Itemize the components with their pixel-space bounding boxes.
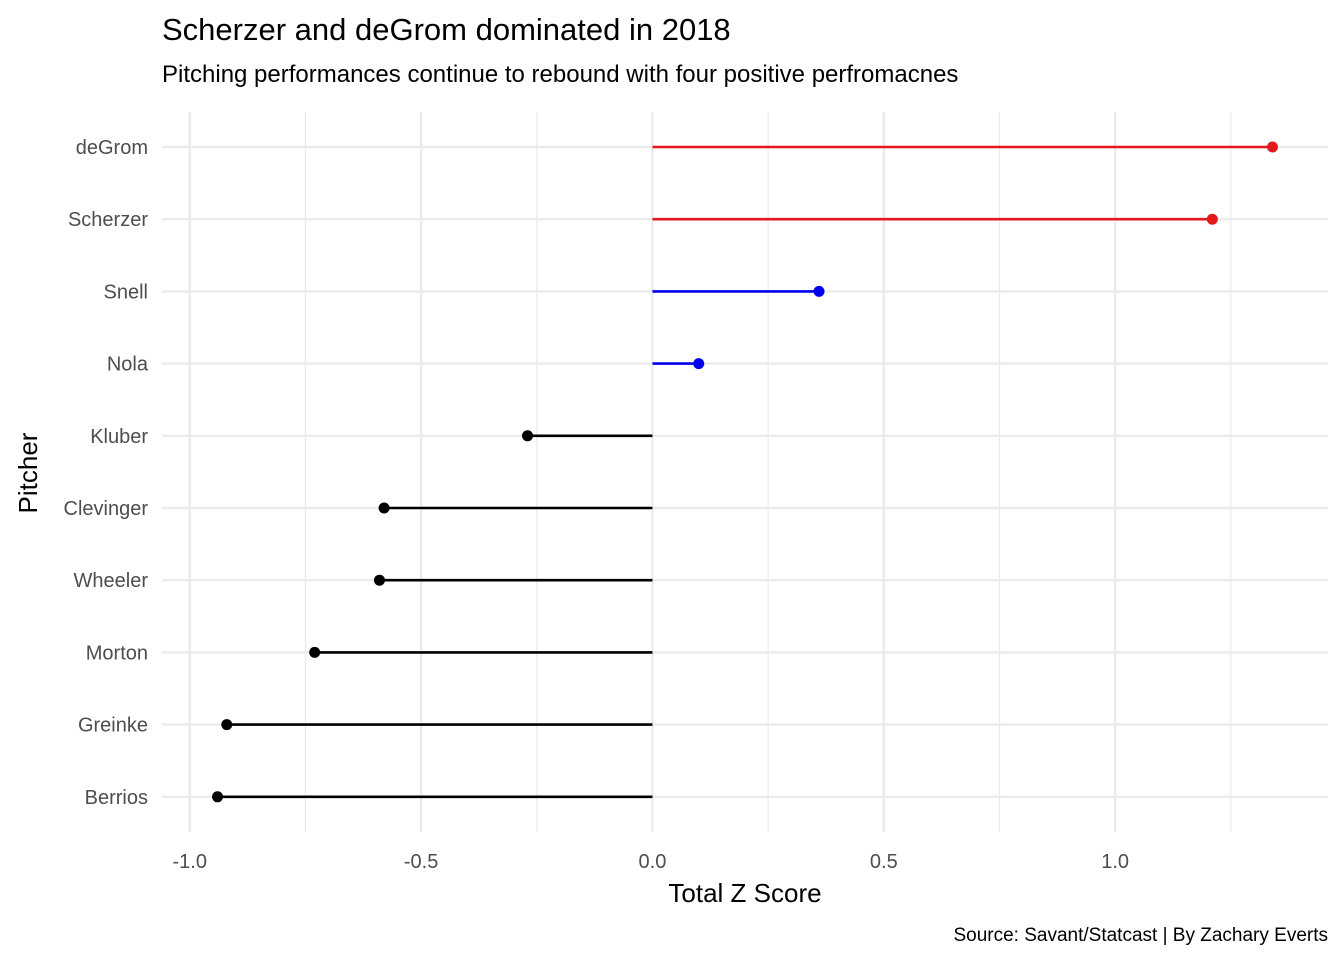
y-tick-label: Berrios bbox=[85, 787, 148, 809]
lollipop-point bbox=[309, 646, 321, 658]
y-tick-label: Clevinger bbox=[64, 498, 149, 520]
y-tick-label: Morton bbox=[86, 642, 148, 664]
chart-title: Scherzer and deGrom dominated in 2018 bbox=[162, 12, 731, 47]
data-marks bbox=[212, 141, 1278, 803]
x-tick-label: 1.0 bbox=[1101, 851, 1129, 873]
lollipop-point bbox=[373, 574, 385, 586]
x-tick-label: -1.0 bbox=[173, 851, 207, 873]
lollipop-point bbox=[522, 430, 534, 442]
lollipop-point bbox=[1206, 213, 1218, 225]
y-tick-label: Snell bbox=[104, 281, 148, 303]
x-axis-title: Total Z Score bbox=[668, 878, 821, 908]
x-tick-label: 0.0 bbox=[639, 851, 667, 873]
y-tick-label: Kluber bbox=[90, 426, 148, 448]
x-tick-label: 0.5 bbox=[870, 851, 898, 873]
y-tick-label: Wheeler bbox=[74, 570, 149, 592]
lollipop-point bbox=[221, 719, 233, 731]
y-tick-label: Scherzer bbox=[68, 209, 148, 231]
y-tick-label: deGrom bbox=[76, 137, 148, 159]
chart-subtitle: Pitching performances continue to reboun… bbox=[162, 61, 958, 88]
lollipop-point bbox=[693, 358, 705, 370]
x-tick-labels: -1.0 -0.5 0.0 0.5 1.0 bbox=[173, 851, 1130, 873]
y-tick-label: Nola bbox=[107, 354, 149, 376]
y-axis-title: Pitcher bbox=[13, 432, 43, 513]
y-tick-label: Greinke bbox=[78, 715, 148, 737]
x-tick-label: -0.5 bbox=[404, 851, 438, 873]
lollipop-point bbox=[1266, 141, 1278, 153]
lollipop-point bbox=[212, 791, 224, 803]
lollipop-point bbox=[813, 285, 825, 297]
chart-caption: Source: Savant/Statcast | By Zachary Eve… bbox=[953, 925, 1328, 946]
lollipop-point bbox=[378, 502, 390, 514]
y-tick-labels: deGrom Scherzer Snell Nola Kluber Clevinger Wh… bbox=[64, 137, 149, 809]
